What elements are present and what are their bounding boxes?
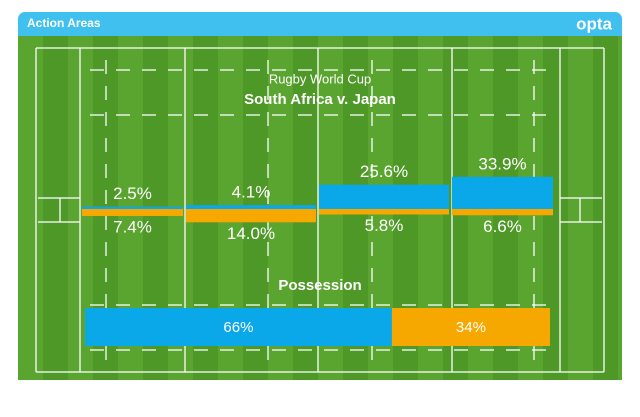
logo: opta [576,14,612,33]
value-label: 25.6% [360,162,408,181]
value-label: 33.9% [478,154,526,173]
value-label: 6.6% [483,217,522,236]
bar [186,205,316,209]
chart-subtitle: South Africa v. Japan [244,91,396,108]
bar [82,209,183,217]
value-label: 66% [223,319,253,336]
value-label: 5.8% [365,216,404,235]
chart-title: Rugby World Cup [269,71,371,86]
possession-title: Possession [278,277,361,294]
value-label: 14.0% [227,224,275,243]
bar [186,209,316,223]
bar [82,206,183,209]
bar [319,209,449,215]
possession-bar [391,308,550,346]
value-label: 7.4% [113,218,152,237]
bar [452,176,553,209]
value-label: 4.1% [232,183,271,202]
header-bar [18,12,622,42]
possession-bar [85,308,392,346]
bar [452,209,553,216]
value-label: 2.5% [113,184,152,203]
bar [319,184,449,209]
header-title: Action Areas [27,16,101,30]
value-label: 34% [456,319,486,336]
